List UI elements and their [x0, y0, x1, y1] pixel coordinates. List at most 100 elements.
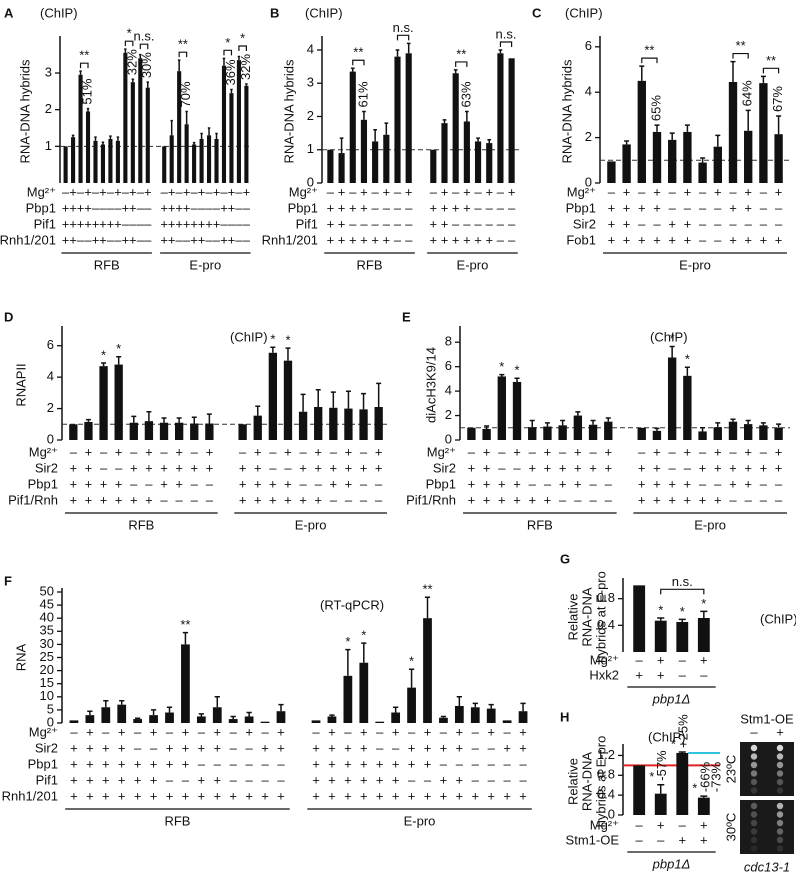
sign: + [714, 492, 722, 507]
sign: – [775, 200, 783, 215]
bar [558, 425, 567, 440]
sign: – [430, 184, 438, 199]
sign: + [729, 200, 737, 215]
sign: + [330, 460, 338, 475]
sign: + [775, 184, 783, 199]
bar [467, 427, 476, 440]
sign: – [394, 216, 402, 231]
sign: + [608, 200, 616, 215]
sign: – [472, 724, 480, 739]
sign: + [653, 476, 661, 491]
percent-label: 65% [648, 95, 663, 121]
error-bar [684, 366, 690, 376]
sign: + [129, 232, 137, 247]
bar [298, 411, 308, 440]
bar [101, 707, 111, 723]
panel-annotation: (RT-qPCR) [320, 597, 384, 612]
sign: + [653, 444, 661, 459]
bar [463, 121, 470, 183]
sign: – [376, 724, 384, 739]
sign: – [144, 216, 152, 231]
bar [78, 74, 83, 183]
sign: + [375, 444, 383, 459]
percent-label: 51% [79, 78, 94, 104]
sign: – [589, 444, 597, 459]
sign: – [99, 200, 107, 215]
error-bar [529, 419, 535, 428]
factor-label: Rnh1/201 [262, 232, 318, 247]
bar [349, 71, 356, 183]
sign: – [239, 444, 247, 459]
sign: + [168, 200, 176, 215]
sign: + [714, 444, 722, 459]
y-tick-label: 2 [445, 407, 452, 422]
sign: + [657, 652, 665, 667]
error-bar [730, 60, 736, 82]
sign: + [463, 232, 471, 247]
error-bar [200, 132, 203, 139]
error-bar [639, 65, 645, 81]
sign: – [92, 184, 100, 199]
bar [85, 111, 91, 183]
error-bar [350, 67, 355, 72]
sign: – [330, 492, 338, 507]
factor-label: Pif1/Rnh [8, 492, 58, 507]
sign: + [375, 460, 383, 475]
error-bar [246, 711, 252, 717]
sign: + [744, 184, 752, 199]
percent-label: 32% [238, 54, 253, 80]
bracket-label: * [127, 26, 132, 41]
sign: + [239, 460, 247, 475]
bar [329, 407, 338, 440]
bar [145, 87, 150, 183]
bar [502, 720, 512, 723]
percent-label: 61% [355, 81, 370, 107]
bracket [660, 588, 705, 595]
sign: + [456, 788, 464, 803]
y-tick-label: 4 [47, 369, 54, 384]
error-bar [376, 382, 382, 407]
sign: – [134, 740, 142, 755]
sign: – [408, 724, 416, 739]
bar [441, 123, 448, 183]
y-tick-label: 10 [40, 688, 54, 703]
sign: – [246, 756, 254, 771]
sign: – [134, 724, 142, 739]
sign: – [100, 460, 108, 475]
y-tick-label: 8 [445, 334, 452, 349]
percent-label: 63% [458, 81, 473, 107]
significance-star: * [499, 359, 504, 374]
sign: – [205, 232, 213, 247]
percent-label: -57% [654, 750, 669, 781]
sign: + [213, 772, 221, 787]
bar [637, 427, 646, 440]
sign: + [376, 756, 384, 771]
error-bar [393, 706, 399, 713]
sign: + [213, 184, 221, 199]
sign: – [504, 756, 512, 771]
sign: + [544, 492, 552, 507]
y-tick-label: 0.4 [597, 617, 615, 632]
colony-spot [776, 811, 784, 818]
group-label: E-pro [694, 517, 726, 532]
bar [184, 124, 189, 183]
sign: + [392, 756, 400, 771]
error-bar [465, 110, 469, 122]
sign: + [85, 444, 93, 459]
sign: – [137, 200, 145, 215]
sign: + [589, 460, 597, 475]
sign: + [463, 200, 471, 215]
sign: + [474, 232, 482, 247]
y-axis-label: RNA-DNA [579, 752, 594, 812]
bar [149, 715, 158, 723]
sign: + [85, 492, 93, 507]
sign: + [408, 788, 416, 803]
sign: + [513, 476, 521, 491]
sign: + [430, 232, 438, 247]
bar [190, 423, 199, 440]
y-tick-label: 0 [585, 174, 592, 189]
sign: + [559, 460, 567, 475]
sign: + [513, 444, 521, 459]
significance-star: * [671, 736, 676, 751]
sign: + [760, 232, 768, 247]
